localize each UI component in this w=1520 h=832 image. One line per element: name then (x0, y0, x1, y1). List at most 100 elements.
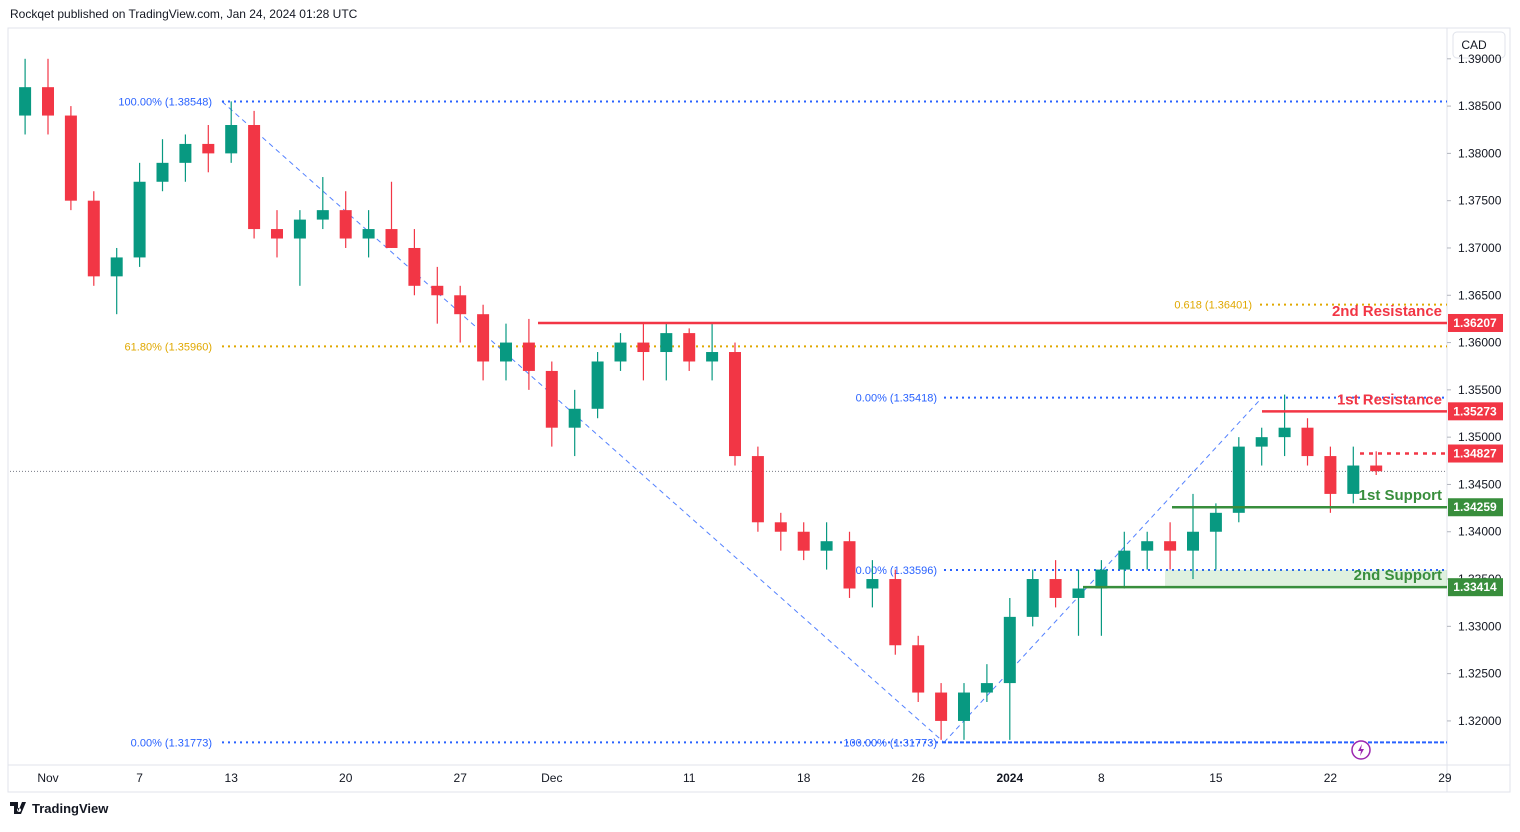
candle-body (1347, 465, 1360, 494)
level-name: 1st Resistance (1337, 391, 1442, 408)
candle-body (1141, 541, 1154, 551)
candle-body (1255, 437, 1268, 447)
level-name: 2nd Support (1354, 567, 1442, 584)
candle-body (568, 408, 581, 428)
candle-body (271, 229, 283, 239)
x-tick-label: 18 (797, 771, 811, 785)
candle-body (179, 143, 192, 163)
fib-label: 100.00% (1.38548) (118, 97, 212, 109)
candle-body (637, 342, 650, 353)
candle-body (454, 295, 467, 315)
price-tag (1448, 444, 1503, 463)
price-tag-label: 1.33414 (1453, 580, 1497, 594)
fib-label: 61.80% (1.35960) (125, 341, 212, 353)
candle-body (614, 342, 627, 362)
candle-body (683, 333, 696, 362)
price-tag (1448, 313, 1503, 332)
y-tick-label: 1.32000 (1458, 714, 1502, 728)
candle-body (1301, 427, 1314, 457)
candle-body (110, 257, 123, 277)
candle-body (64, 115, 77, 201)
x-tick-label: 15 (1209, 771, 1223, 785)
trend-line (221, 101, 945, 743)
plot: 100.00% (1.38548) 61.80% (1.35960) 0.00% (… (0, 58, 1447, 749)
price-tag-label: 1.36207 (1453, 316, 1497, 330)
y-tick-label: 1.34000 (1458, 525, 1502, 539)
y-tick-label: 1.39000 (1458, 52, 1502, 66)
fib-label: 100.00% (1.31773) (843, 737, 937, 749)
candle-body (362, 229, 375, 239)
x-tick-label: 20 (339, 771, 353, 785)
candle-body (1187, 531, 1199, 551)
x-tick-label: Nov (37, 771, 58, 785)
price-tag-label: 1.34827 (1453, 447, 1497, 461)
candle-body (87, 200, 100, 277)
candle-body (1118, 550, 1131, 570)
alert-icon[interactable] (1351, 740, 1371, 760)
candle-body (477, 314, 490, 362)
support-zone (1165, 569, 1447, 588)
x-tick-label: 7 (136, 771, 143, 785)
candle-body (958, 692, 970, 721)
candle-body (729, 352, 741, 457)
candle-body (19, 87, 32, 116)
y-tick-label: 1.36000 (1458, 336, 1502, 350)
candle-body (820, 541, 833, 551)
price-tag (1448, 578, 1503, 597)
candle-body (912, 645, 925, 693)
currency-button[interactable] (1452, 31, 1506, 59)
candle-body (225, 125, 238, 154)
y-tick-label: 1.32500 (1458, 667, 1502, 681)
y-tick-label: 1.37500 (1458, 194, 1502, 208)
candle-body (431, 285, 444, 296)
x-tick-label: 2024 (996, 771, 1023, 785)
x-tick-label: 27 (454, 771, 468, 785)
candle-body (866, 579, 879, 589)
x-tick-label: 26 (912, 771, 926, 785)
candle-body (133, 181, 146, 258)
x-tick-label: Dec (541, 771, 562, 785)
candle-body (545, 370, 558, 428)
candle-body (339, 210, 352, 239)
x-tick-label: 13 (225, 771, 239, 785)
candle-body (0, 106, 8, 115)
candle-body (1209, 512, 1222, 532)
candle-body (202, 143, 215, 154)
brand: TradingView (32, 801, 109, 816)
y-tick-label: 1.35000 (1458, 430, 1502, 444)
candle-body (843, 541, 856, 589)
y-tick-label: 1.35500 (1458, 383, 1502, 397)
price-tag (1448, 402, 1503, 421)
candle-body (1324, 456, 1337, 494)
fib-label: 50.00% (1.33596) (850, 565, 937, 577)
brand-logo (10, 802, 26, 814)
candle-body (42, 87, 54, 116)
candle-body (1049, 579, 1062, 598)
candle-body (522, 342, 535, 371)
candle-body (706, 352, 719, 362)
candle-body (774, 522, 787, 532)
x-tick-label: 22 (1324, 771, 1338, 785)
fib-label: 0.00% (1.35418) (856, 393, 937, 405)
candle-body (751, 456, 764, 523)
level-name: 1st Support (1359, 487, 1442, 504)
axes: 1.320001.325001.330001.335001.340001.345… (37, 52, 1503, 785)
fib-label: 0.00% (1.31773) (131, 737, 212, 749)
candle-body (293, 219, 306, 239)
candle-body (156, 162, 169, 182)
x-tick-label: 8 (1098, 771, 1105, 785)
header: Rockqet published on TradingView.com, Ja… (10, 7, 358, 21)
candle-body (385, 229, 398, 248)
y-tick-label: 1.38000 (1458, 146, 1502, 160)
candle-body (980, 683, 993, 693)
candle-body (1164, 541, 1177, 551)
price-tag-label: 1.35273 (1453, 404, 1497, 418)
y-tick-label: 1.33000 (1458, 619, 1502, 633)
y-tick-label: 1.36500 (1458, 288, 1502, 302)
candle-body (248, 125, 261, 230)
candle-body (1003, 616, 1016, 684)
x-tick-label: 29 (1438, 771, 1452, 785)
candle-body (1232, 446, 1245, 513)
